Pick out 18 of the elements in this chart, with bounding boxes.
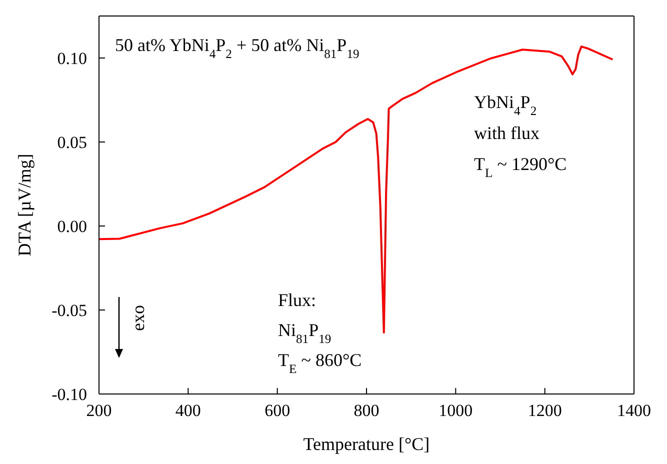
y-tick-label: -0.05 <box>52 301 87 320</box>
x-tick-label: 400 <box>175 401 201 420</box>
x-tick-label: 800 <box>354 401 380 420</box>
text: Flux: Ni$_{81}$P$_{19}$ T$_{E}$ ~ 860°C <box>278 290 362 376</box>
y-tick-label: 0.05 <box>57 133 87 152</box>
annotation: exo <box>128 305 148 331</box>
x-tick-label: 1200 <box>528 401 562 420</box>
y-tick-label: 0.10 <box>57 49 87 68</box>
y-tick-label: 0.00 <box>57 217 87 236</box>
annotation: 50 at% YbNi$_{4}$P$_{2}$ + 50 at% Ni$_{81}$P$_{19}$ <box>115 35 360 61</box>
y-axis-title: DTA [µV/mg] <box>14 154 34 256</box>
x-axis-title: Temperature [°C] <box>303 434 430 454</box>
x-tick-label: 1400 <box>617 401 651 420</box>
x-tick-label: 600 <box>264 401 290 420</box>
annotation: YbNi$_{4}$P$_{2}$ with flux T$_{L}$ ~ 1290°C <box>474 92 567 180</box>
y-tick-label: -0.10 <box>52 385 87 404</box>
x-tick-label: 200 <box>86 401 112 420</box>
x-tick-label: 1000 <box>438 401 473 420</box>
